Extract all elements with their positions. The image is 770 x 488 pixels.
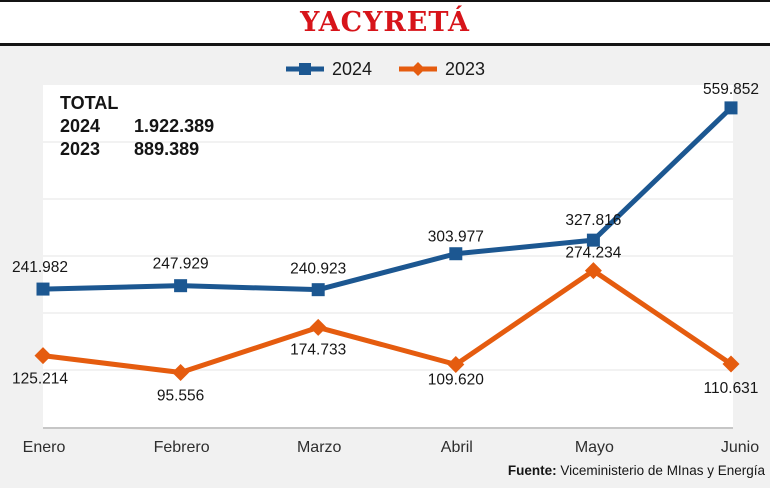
totals-value-2024: 1.922.389 [134, 116, 215, 136]
data-label-2023-Abril: 109.620 [428, 372, 484, 389]
totals-year-2024: 2024 [60, 116, 101, 136]
data-label-2023-Junio: 110.631 [704, 380, 759, 397]
data-label-2024-Enero: 241.982 [12, 259, 68, 276]
source-credit: Fuente: Viceministerio de MInas y Energí… [508, 463, 765, 478]
marker-diamond-2023-Enero [34, 347, 52, 365]
series-line-2024 [42, 106, 733, 293]
source-text: Viceministerio de MInas y Energía [560, 463, 765, 478]
x-axis-labels: Enero Febrero Marzo Abril Mayo Junio [0, 439, 770, 459]
marker-diamond-2023-Junio [722, 355, 740, 373]
legend-square-swatch-icon [285, 63, 324, 75]
data-label-2023-Enero: 125.214 [12, 371, 68, 388]
marker-square-2024-Marzo [311, 283, 325, 297]
legend: 2024 2023 [0, 57, 770, 81]
x-axis-label-Mayo: Mayo [574, 439, 614, 456]
series-line-2023 [42, 268, 733, 376]
marker-diamond-2023-Febrero [172, 364, 190, 382]
x-axis-label-Junio: Junio [720, 439, 760, 456]
legend-label-2023: 2023 [445, 58, 486, 79]
totals-rows: 2024 1.922.389 2023 889.389 [60, 115, 214, 161]
data-label-2023-Marzo: 174.733 [290, 341, 346, 358]
totals-year-2023: 2023 [60, 139, 101, 159]
marker-diamond-2023-Mayo [584, 262, 602, 280]
marker-square-2024-Mayo [586, 233, 600, 247]
x-axis-label-Enero: Enero [22, 439, 66, 456]
data-label-2024-Junio: 559.852 [703, 81, 759, 98]
data-label-2024-Febrero: 247.929 [153, 256, 209, 273]
marker-square-2024-Enero [36, 282, 50, 296]
marker-square-2024-Junio [724, 101, 738, 115]
marker-diamond-2023-Abril [447, 356, 465, 374]
data-label-2024-Mayo: 327.816 [565, 212, 621, 229]
data-label-2024-Abril: 303.977 [428, 229, 484, 246]
legend-item-2023: 2023 [398, 59, 485, 80]
source-label: Fuente: [507, 463, 557, 478]
legend-diamond-swatch-icon [399, 62, 437, 76]
data-label-2024-Marzo: 240.923 [290, 261, 346, 278]
chart-title: YACYRETÁ [300, 7, 470, 38]
totals-value-2023: 889.389 [134, 139, 200, 159]
marker-square-2024-Febrero [174, 279, 188, 293]
data-label-2023-Febrero: 95.556 [157, 388, 204, 405]
totals-heading: TOTAL [60, 93, 119, 113]
legend-label-2024: 2024 [331, 58, 372, 79]
totals-box: TOTAL 2024 1.922.389 2023 889.389 [60, 92, 214, 161]
title-bar: YACYRETÁ [0, 0, 770, 46]
marker-square-2024-Abril [449, 247, 463, 261]
marker-diamond-2023-Marzo [309, 318, 327, 336]
legend-item-2024: 2024 [285, 59, 372, 80]
data-label-2023-Mayo: 274.234 [565, 245, 621, 262]
x-axis-label-Marzo: Marzo [296, 439, 342, 456]
x-axis-label-Febrero: Febrero [153, 439, 210, 456]
x-axis-label-Abril: Abril [440, 439, 473, 456]
